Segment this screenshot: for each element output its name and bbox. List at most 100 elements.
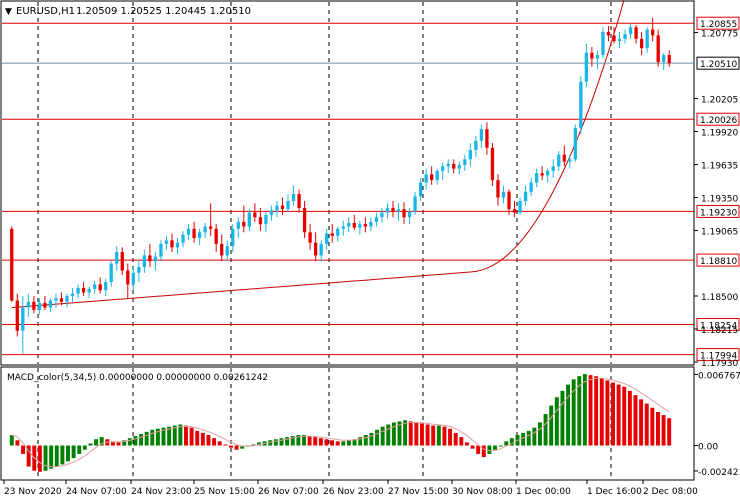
macd-bar <box>189 427 194 446</box>
macd-bar <box>582 374 587 446</box>
macd-label: MACD_color(5,34,5) 0.00000000 0.00000000… <box>7 373 268 383</box>
macd-bar <box>453 432 458 446</box>
macd-bar <box>94 439 99 446</box>
candle-body <box>557 154 561 167</box>
macd-bar <box>66 445 70 462</box>
macd-bar <box>436 425 441 446</box>
candle-body <box>203 226 207 233</box>
macd-bar <box>605 380 610 446</box>
candle-body <box>21 307 25 331</box>
level-tag <box>696 317 740 331</box>
candle-body <box>551 166 555 171</box>
candle-body <box>430 174 434 181</box>
level-label: 1.18810 <box>700 257 737 267</box>
macd-bar <box>341 441 346 446</box>
macd-bar <box>144 431 149 446</box>
macd-bar <box>386 424 391 446</box>
time-label: 26 Nov 23:00 <box>323 487 384 497</box>
candle-body <box>43 302 47 308</box>
candle-body <box>612 35 616 42</box>
candle-body <box>302 207 307 233</box>
candle-body <box>579 81 583 129</box>
candle-body <box>651 29 655 36</box>
macd-bar <box>408 421 413 446</box>
candle-body <box>81 287 86 293</box>
candle-body <box>562 154 566 162</box>
price-pane[interactable]: 1.20855 1.20510 1.20026 1.19230 1.18810 1.182… <box>0 0 740 369</box>
candle-body <box>413 196 417 212</box>
time-label: 2 Dec 08:00 <box>643 487 698 497</box>
signal-line <box>11 377 670 468</box>
candle-body <box>435 170 439 181</box>
header-collapse-icon[interactable]: ▼ <box>5 7 12 17</box>
macd-bar <box>566 384 571 446</box>
candle-body <box>369 221 373 227</box>
candle-body <box>10 228 14 301</box>
macd-bar <box>155 428 160 446</box>
macd-histogram <box>9 374 672 472</box>
candle-body <box>286 201 290 210</box>
macd-bar <box>431 425 436 446</box>
candle-body <box>391 207 395 212</box>
macd-bar <box>346 440 351 446</box>
macd-bar <box>279 438 284 446</box>
candle-body <box>595 55 600 59</box>
macd-bar <box>498 445 503 447</box>
macd-bar <box>420 423 424 446</box>
candle-body <box>380 212 384 218</box>
macd-bar <box>21 445 26 454</box>
macd-bar <box>290 436 295 446</box>
macd-bar <box>487 445 492 454</box>
candle-body <box>457 165 461 169</box>
time-label: 24 Nov 23:00 <box>131 487 192 497</box>
candle-body <box>258 217 263 225</box>
candle-body <box>336 228 340 236</box>
candle-body <box>402 209 406 218</box>
macd-bar <box>49 445 54 469</box>
candle-body <box>623 34 627 39</box>
candle-body <box>645 29 649 49</box>
macd-bar <box>234 445 239 450</box>
candle-body <box>617 38 622 42</box>
macd-bar <box>273 439 278 446</box>
macd-bar <box>285 437 290 446</box>
ohlc-label: 1.20509 1.20525 1.20445 1.20510 <box>76 6 251 17</box>
macd-bar <box>200 432 205 446</box>
macd-bar <box>425 424 430 446</box>
candle-body <box>87 289 91 293</box>
macd-bar <box>476 445 481 454</box>
macd-bar <box>442 426 447 446</box>
macd-bar <box>37 445 42 472</box>
candle-body <box>269 210 274 215</box>
time-axis: 23 Nov 2020 24 Nov 07:00 24 Nov 23:00 25 No… <box>3 480 698 497</box>
candle-body <box>253 212 257 218</box>
candle-body <box>325 233 329 244</box>
macd-pane[interactable]: 0.0067674 0.00 -0.002421 MACD_color(5,34,5… <box>0 366 740 481</box>
candle-body <box>148 255 152 262</box>
level-label: 1.18254 <box>700 321 737 331</box>
macd-bar <box>397 421 402 446</box>
macd-bar <box>240 445 245 449</box>
candle-body <box>308 232 312 243</box>
candle-body <box>15 300 19 331</box>
candle-body <box>37 302 42 310</box>
macd-bar <box>195 430 200 446</box>
price-tick-label: 1.19635 <box>701 162 738 172</box>
candle-body <box>485 129 489 148</box>
macd-bar <box>363 435 368 446</box>
candle-body <box>529 182 533 192</box>
candle-body <box>231 228 235 247</box>
candle-body <box>606 31 611 36</box>
level-label: 1.19230 <box>700 208 737 218</box>
level-label: 1.20026 <box>700 116 737 126</box>
candle-body <box>468 150 472 160</box>
level-label: 1.20510 <box>700 60 737 70</box>
macd-bar <box>116 442 121 446</box>
candle-body <box>424 174 428 183</box>
macd-bar <box>330 440 335 446</box>
candle-body <box>59 298 64 302</box>
macd-bar <box>633 395 638 446</box>
price-tick-label: 1.17930 <box>701 359 738 369</box>
candle-body <box>76 287 80 294</box>
